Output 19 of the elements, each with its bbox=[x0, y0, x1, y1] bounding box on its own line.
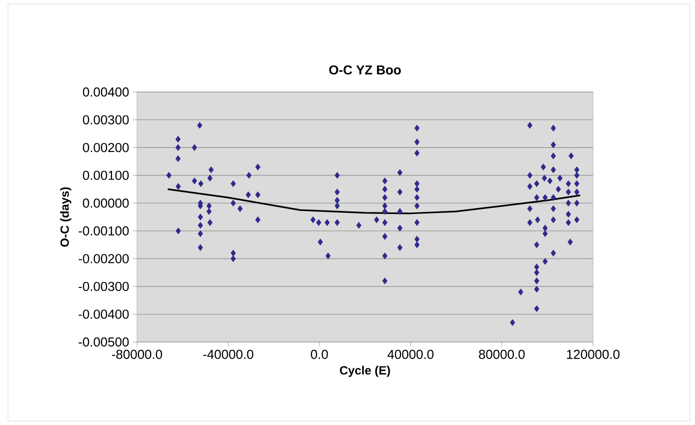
y-tick-label: 0.00400 bbox=[82, 87, 129, 97]
y-tick-label: 0.00200 bbox=[82, 142, 129, 152]
y-tick-label: -0.00200 bbox=[78, 254, 129, 264]
y-tick-label: 0.00300 bbox=[82, 115, 129, 124]
x-axis-title: Cycle (E) bbox=[340, 366, 390, 377]
y-tick-label: -0.00500 bbox=[78, 337, 129, 347]
x-tick-label: 120000.0 bbox=[566, 350, 620, 359]
x-tick-label: 0.0 bbox=[310, 350, 328, 359]
y-axis-title: O-C (days) bbox=[60, 187, 72, 247]
x-tick-label: 40000.0 bbox=[387, 350, 434, 359]
y-tick-label: -0.00400 bbox=[78, 310, 129, 319]
y-tick-label: -0.00100 bbox=[78, 226, 129, 236]
y-tick-label: 0.00100 bbox=[82, 170, 129, 180]
y-tick-label: -0.00300 bbox=[78, 282, 129, 292]
chart-title: O-C YZ Boo bbox=[329, 65, 401, 75]
x-tick-label: -80000.0 bbox=[112, 350, 162, 359]
x-tick-label: -40000.0 bbox=[203, 350, 254, 359]
y-tick-label: 0.00000 bbox=[82, 198, 129, 208]
x-tick-label: 80000.0 bbox=[478, 350, 525, 359]
